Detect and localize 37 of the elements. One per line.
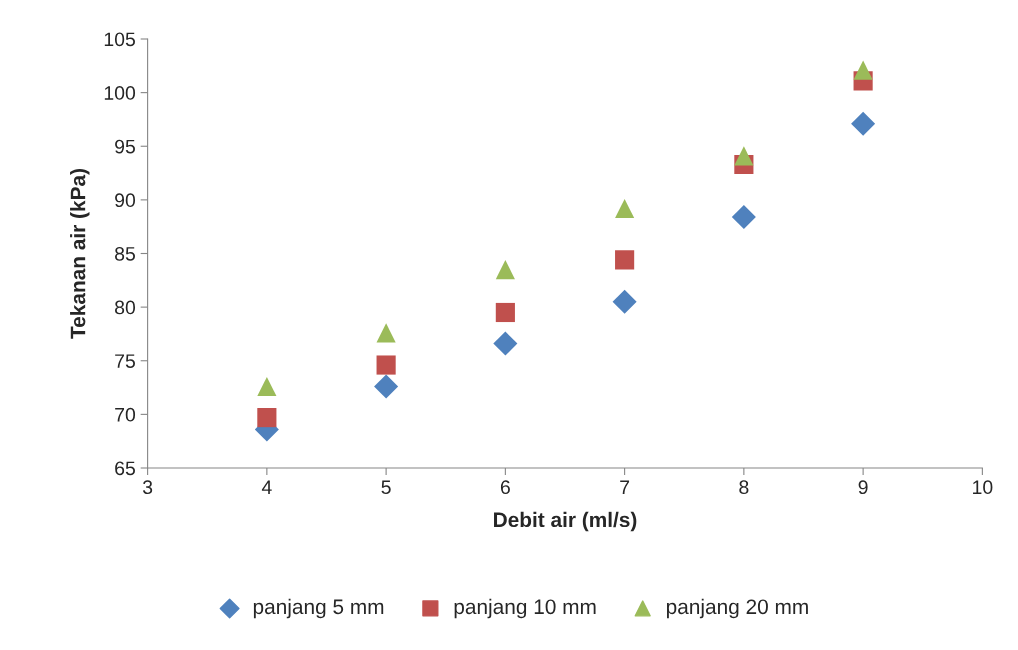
x-axis-title: Debit air (ml/s) bbox=[494, 511, 637, 532]
y-tick-label: 80 bbox=[115, 300, 136, 315]
point bbox=[374, 374, 399, 399]
point bbox=[376, 323, 396, 343]
point bbox=[615, 198, 635, 219]
point bbox=[853, 60, 873, 80]
y-axis-title: Tekanan air (kPa) bbox=[70, 169, 90, 339]
point bbox=[615, 250, 635, 270]
point bbox=[734, 146, 754, 166]
point bbox=[612, 289, 637, 314]
y-tick-label: 85 bbox=[115, 246, 135, 261]
y-tick-label: 90 bbox=[115, 193, 136, 208]
x-tick-label: 3 bbox=[142, 480, 153, 495]
y-tick-label: 75 bbox=[115, 354, 135, 368]
x-tick-label: 7 bbox=[620, 480, 630, 494]
point bbox=[495, 302, 515, 323]
y-tick-label: 65 bbox=[115, 461, 135, 476]
y-tick-label: 95 bbox=[115, 139, 135, 154]
point bbox=[257, 408, 277, 428]
point bbox=[493, 331, 518, 356]
y-tick-label: 70 bbox=[115, 407, 136, 422]
legend-label: panjang 5 mm bbox=[253, 598, 384, 619]
x-tick-label: 5 bbox=[381, 480, 391, 495]
x-tick-label: 10 bbox=[973, 480, 993, 495]
x-tick-label: 4 bbox=[261, 480, 272, 494]
y-tick-label: 100 bbox=[104, 86, 136, 100]
x-tick-label: 9 bbox=[858, 480, 868, 495]
y-tick-label: 105 bbox=[104, 32, 135, 47]
point bbox=[851, 111, 876, 136]
point bbox=[376, 355, 396, 375]
x-tick-label: 8 bbox=[739, 480, 749, 495]
legend-label: panjang 10 mm bbox=[454, 598, 596, 619]
point bbox=[495, 260, 515, 280]
legend-label: panjang 20 mm bbox=[666, 598, 808, 619]
point bbox=[731, 205, 756, 230]
point bbox=[257, 376, 277, 397]
x-tick-label: 6 bbox=[500, 480, 510, 495]
